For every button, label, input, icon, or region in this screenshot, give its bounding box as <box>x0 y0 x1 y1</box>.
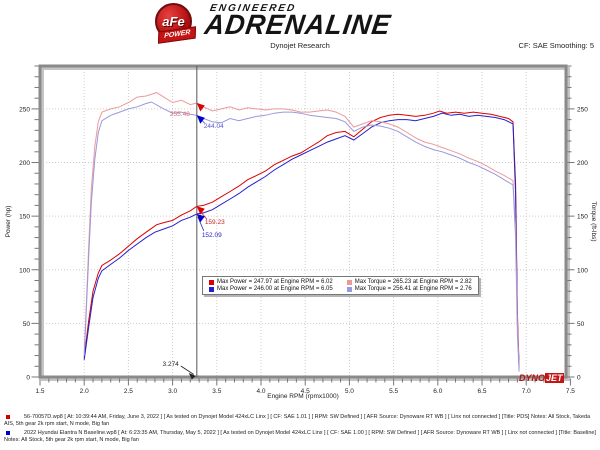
legend-label: Max Power = 247.97 at Engine RPM = 6.02 <box>217 279 333 285</box>
y-tick-label-right: 0 <box>577 375 581 382</box>
y-tick-label-left: 250 <box>19 106 30 113</box>
legend-label: Max Torque = 265.23 at Engine RPM = 2.82 <box>354 279 472 285</box>
x-tick-label: 6.5 <box>477 388 486 395</box>
y-tick-label-right: 200 <box>577 160 588 167</box>
chart-subtitle: Dynojet Research <box>270 41 330 50</box>
cursor-rpm-label: 3.274 <box>162 361 179 368</box>
cursor-marker-arrow-icon <box>196 213 205 223</box>
legend-item-max-power-baseline: Max Power = 246.00 at Engine RPM = 6.05 <box>209 286 333 292</box>
y-axis-title-left: Power (hp) <box>5 206 12 238</box>
y-tick-label-right: 150 <box>577 214 588 221</box>
x-axis-title: Engine RPM (rpmx1000) <box>267 393 339 400</box>
series-curve-0 <box>83 110 520 367</box>
legend-label: Max Power = 246.00 at Engine RPM = 6.05 <box>217 286 333 292</box>
callout-label-1: 244.04 <box>203 123 224 131</box>
series-curve-2 <box>83 92 520 369</box>
cursor-marker-arrow-icon <box>196 206 205 215</box>
callout-label-3: 152.09 <box>201 231 222 239</box>
callout-label-2: 159.23 <box>204 219 225 227</box>
cursor-rpm-arrowhead-icon <box>188 373 196 380</box>
cursor-marker-arrow-icon <box>196 115 205 124</box>
run-info-text: 56-70057D.wp8 [ At: 10:39:44 AM, Friday,… <box>4 414 591 427</box>
legend-item-max-power-tuned: Max Power = 247.97 at Engine RPM = 6.02 <box>209 279 333 285</box>
x-tick-label: 7.0 <box>522 388 531 395</box>
dyno-plot-area[interactable]: 1.5 2.0 2.5 3.0 3.5 4.0 4.5 5.0 5.5 6.0 6.5 7.0 7.50… <box>0 55 600 400</box>
legend-swatch-blue <box>209 286 214 292</box>
legend-item-max-torque-tuned: Max Torque = 265.23 at Engine RPM = 2.82 <box>346 279 472 285</box>
run-bullet-red <box>6 415 10 419</box>
brand-adrenaline-text: ADRENALINE <box>202 9 394 40</box>
series-curve-3 <box>83 101 520 372</box>
x-tick-label: 1.5 <box>35 388 44 395</box>
y-tick-label-left: 100 <box>19 267 30 274</box>
y-tick-label-left: 150 <box>19 214 30 221</box>
dynojet-logo-jet-text: JET <box>545 373 564 383</box>
x-tick-label: 6.0 <box>433 388 442 395</box>
x-tick-label: 7.5 <box>566 388 575 395</box>
callout-leader-line <box>197 216 205 232</box>
callout-label-0: 255.48 <box>169 111 190 119</box>
cursor-marker-arrow-icon <box>196 103 205 112</box>
x-tick-label: 3.0 <box>168 388 177 395</box>
smoothing-setting-label: CF: SAE Smoothing: 5 <box>518 41 594 50</box>
legend-swatch-red <box>209 279 214 285</box>
run-info-line-baseline: 2022 Hyundai Elantra N Baseline.wp8 [ At… <box>4 430 598 444</box>
x-tick-label: 2.0 <box>80 388 89 395</box>
legend-swatch-lightblue <box>346 286 352 292</box>
run-info-text: 2022 Hyundai Elantra N Baseline.wp8 [ At… <box>4 430 596 443</box>
y-tick-label-left: 0 <box>26 375 30 382</box>
x-tick-label: 2.5 <box>124 388 133 395</box>
legend-box: Max Power = 247.97 at Engine RPM = 6.02 … <box>202 276 479 295</box>
x-tick-label: 5.5 <box>389 388 398 395</box>
y-tick-label-right: 100 <box>577 267 588 274</box>
series-curve-1 <box>83 112 520 369</box>
x-tick-label: 4.5 <box>301 388 310 395</box>
dynojet-logo-dyno-text: DYNO <box>519 373 546 383</box>
y-tick-label-left: 50 <box>23 321 31 328</box>
y-tick-label-left: 200 <box>19 160 30 167</box>
legend-swatch-pink <box>346 279 352 285</box>
legend-item-max-torque-baseline: Max Torque = 256.41 at Engine RPM = 2.76 <box>346 286 472 292</box>
y-tick-label-right: 250 <box>577 106 588 113</box>
legend-label: Max Torque = 256.41 at Engine RPM = 2.76 <box>354 286 472 292</box>
cursor-rpm-leader-line <box>180 365 195 375</box>
plot-frame-shadow <box>41 67 570 381</box>
x-tick-label: 3.5 <box>212 388 221 395</box>
x-tick-label: 4.0 <box>256 388 265 395</box>
afe-logo-text: aFe <box>162 14 185 29</box>
dynojet-logo: DYNOJET <box>519 373 564 383</box>
y-tick-label-right: 50 <box>577 321 585 328</box>
plot-frame <box>38 64 568 379</box>
y-axis-title-right: Torque (ft-lbs) <box>590 201 597 241</box>
run-info-footer: 56-70057D.wp8 [ At: 10:39:44 AM, Friday,… <box>4 414 598 446</box>
x-tick-label: 5.0 <box>345 388 354 395</box>
run-bullet-blue <box>6 431 10 435</box>
run-info-line-tuned: 56-70057D.wp8 [ At: 10:39:44 AM, Friday,… <box>4 414 598 428</box>
